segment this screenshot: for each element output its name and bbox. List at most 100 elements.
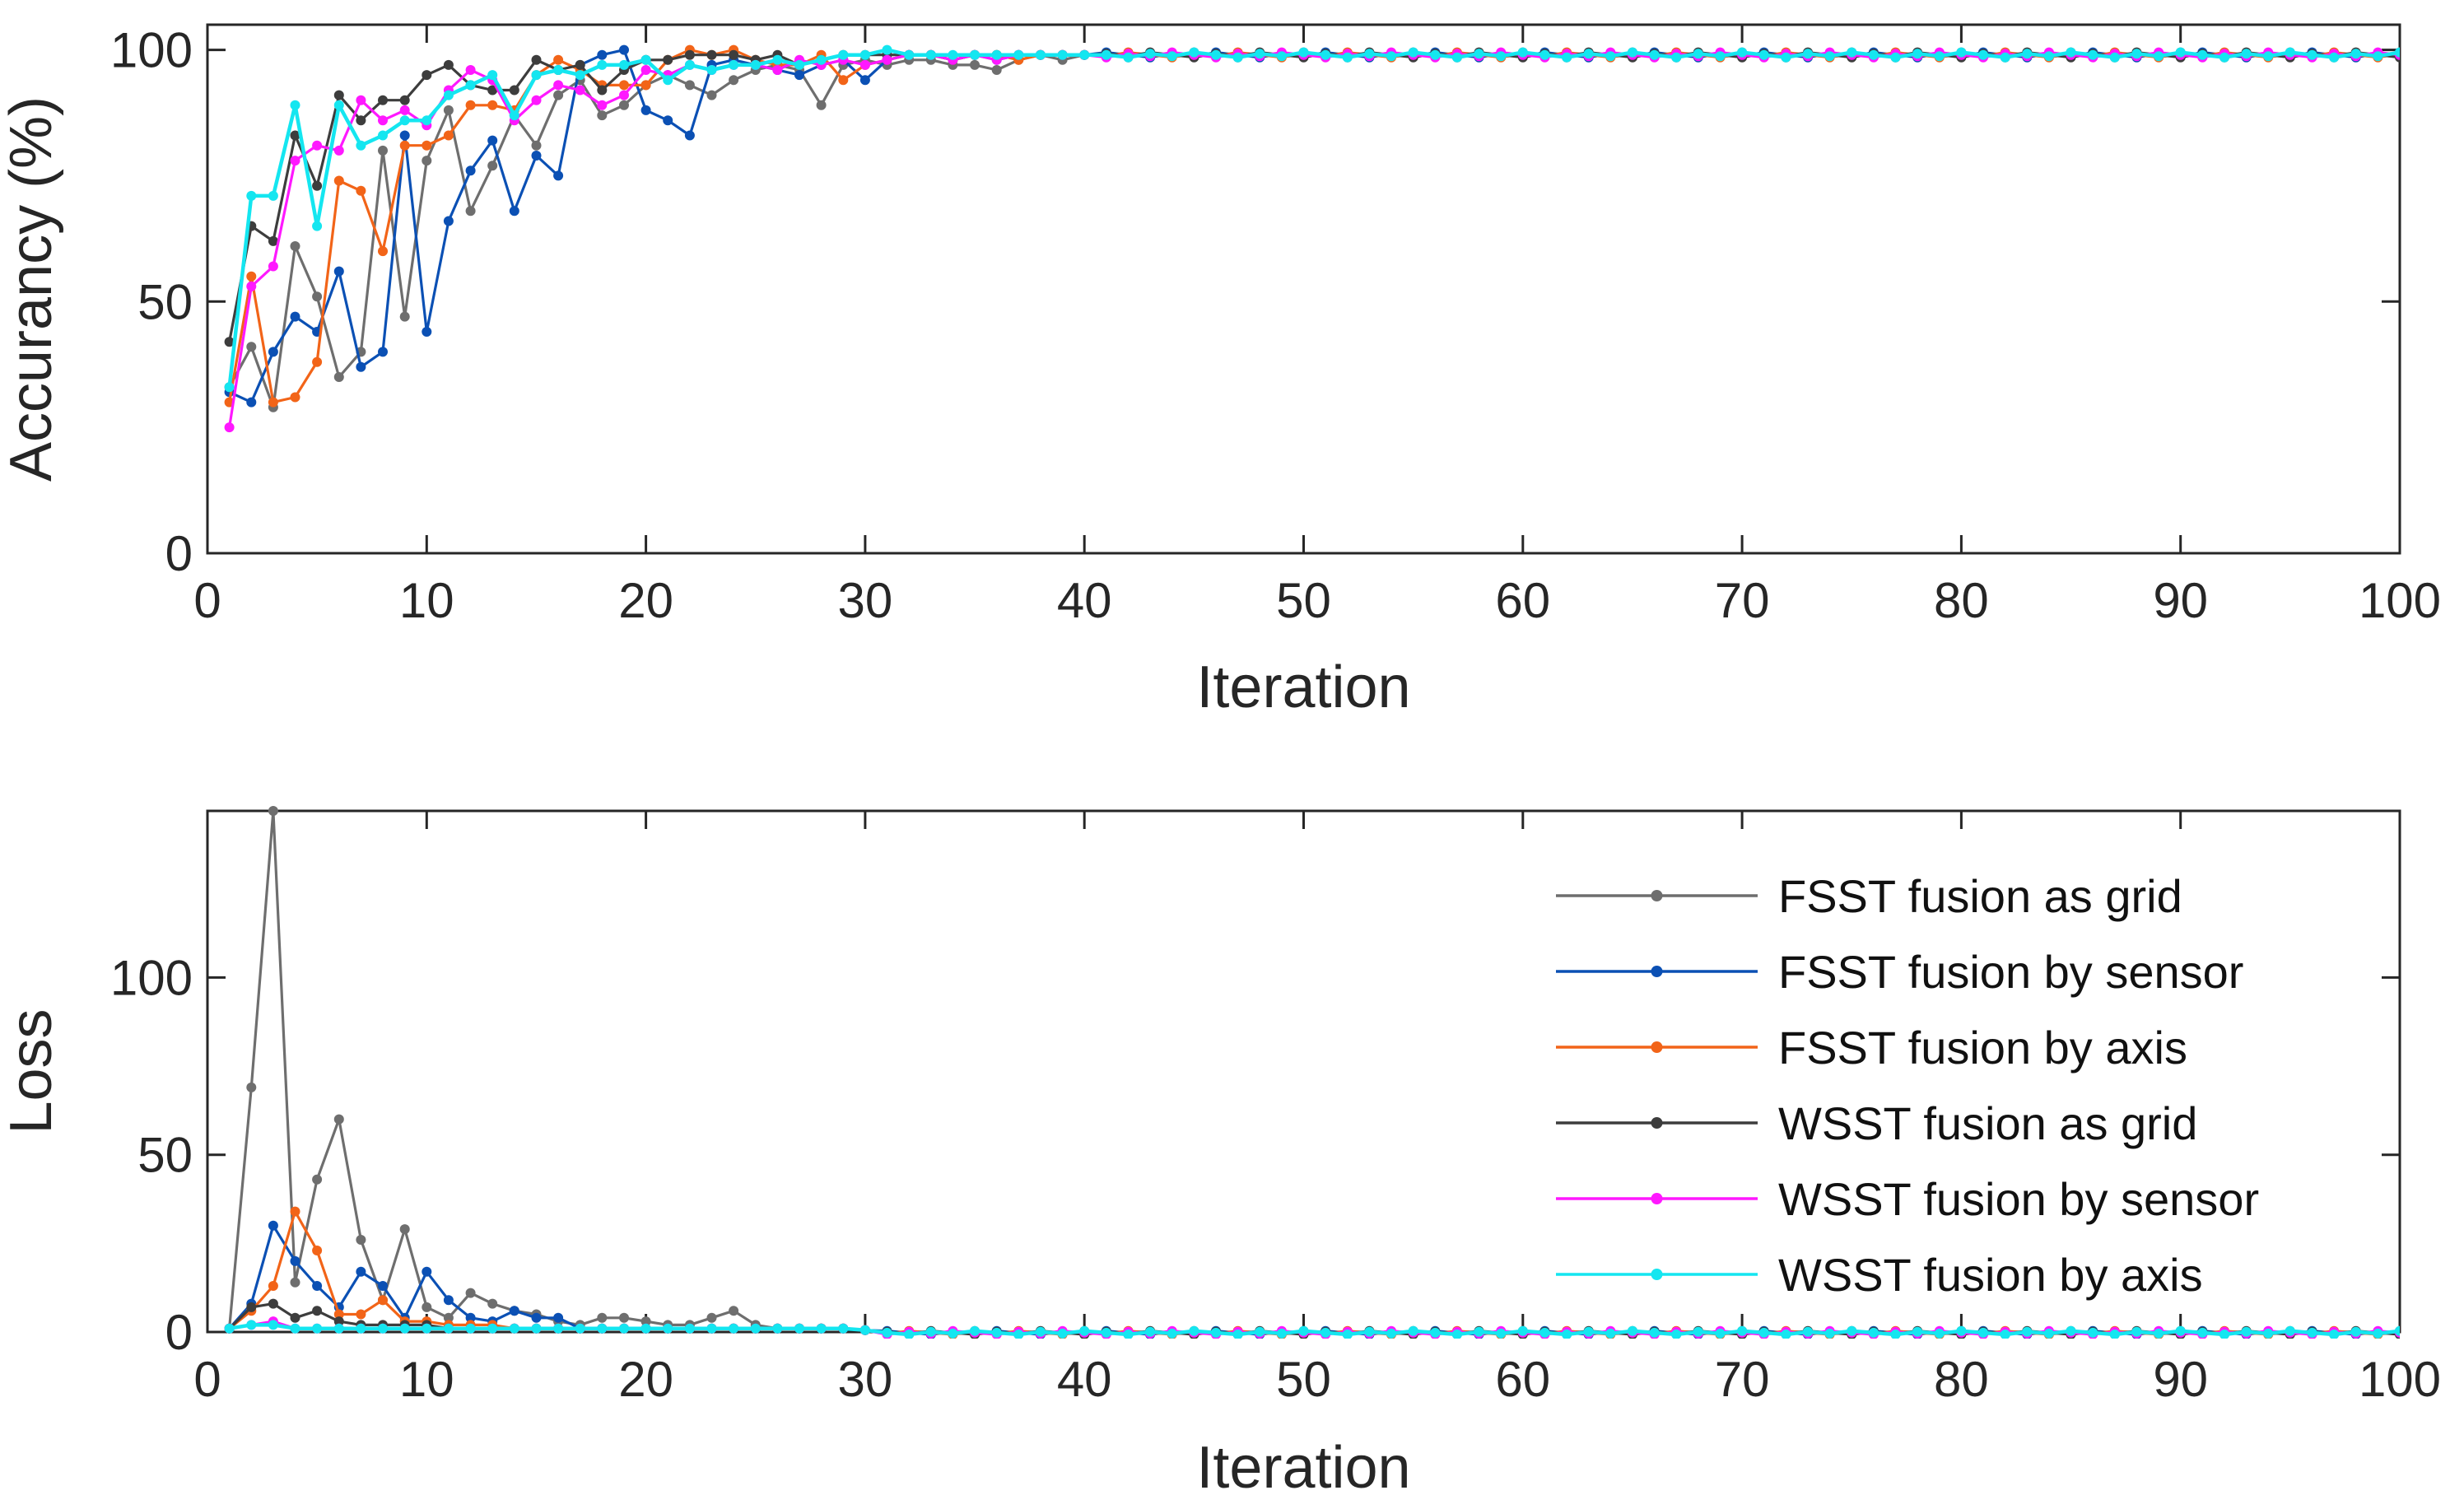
series-wsst-fusion-by-axis: [224, 1320, 2400, 1339]
data-point: [816, 1323, 827, 1334]
data-point: [1912, 49, 1923, 59]
data-point: [356, 115, 366, 126]
data-point: [246, 271, 257, 282]
data-point: [2219, 1330, 2229, 1339]
data-point: [487, 135, 498, 146]
data-point: [465, 65, 476, 75]
series-wsst-fusion-as-grid: [224, 47, 2400, 347]
data-point: [312, 356, 323, 367]
data-point: [399, 130, 410, 141]
data-point: [1408, 47, 1418, 58]
data-point: [2131, 49, 2142, 59]
data-point: [882, 54, 892, 65]
data-point: [312, 1281, 323, 1291]
data-point: [399, 311, 410, 322]
data-point: [268, 1320, 278, 1330]
y-tick-label: 100: [110, 23, 193, 78]
data-point: [1342, 1330, 1353, 1339]
data-point: [684, 130, 695, 141]
data-point: [1451, 52, 1462, 63]
data-point: [2088, 1327, 2098, 1338]
data-point: [443, 105, 454, 115]
data-point: [422, 70, 432, 81]
data-point: [663, 54, 673, 65]
data-point: [904, 1330, 915, 1339]
x-tick-label: 80: [1934, 1352, 1989, 1407]
data-point: [684, 80, 695, 91]
data-point: [2175, 47, 2186, 58]
data-point: [794, 59, 804, 70]
data-point: [509, 1323, 519, 1334]
data-point: [465, 100, 476, 110]
series-line-wsst-fusion-by-axis: [229, 1323, 2400, 1337]
data-point: [1211, 1327, 1221, 1338]
data-point: [312, 291, 323, 302]
data-point: [1408, 1325, 1418, 1336]
x-tick-label: 30: [838, 1352, 893, 1407]
data-point: [1189, 47, 1199, 58]
data-point: [772, 1323, 783, 1334]
legend-item-fsst-fusion-by-axis: FSST fusion by axis: [1556, 1022, 2187, 1074]
data-point: [575, 70, 585, 81]
data-point: [2131, 1326, 2142, 1337]
data-point: [422, 327, 432, 337]
data-point: [2197, 49, 2208, 60]
data-point: [1868, 1327, 1879, 1338]
data-point: [575, 85, 585, 95]
data-point: [2022, 1326, 2033, 1337]
data-point: [750, 59, 761, 70]
data-point: [399, 1224, 410, 1235]
data-point: [640, 1316, 651, 1327]
data-point: [553, 1312, 564, 1323]
data-point: [1232, 1330, 1243, 1339]
legend-swatch-marker: [1651, 1041, 1663, 1053]
legend-item-wsst-fusion-as-grid: WSST fusion as grid: [1556, 1097, 2197, 1149]
data-point: [333, 175, 344, 186]
data-point: [948, 49, 958, 60]
data-point: [246, 342, 257, 352]
legend-swatch-marker: [1651, 1269, 1663, 1280]
data-point: [356, 1266, 366, 1277]
series-wsst-fusion-by-sensor: [224, 47, 2400, 433]
data-point: [465, 1323, 476, 1334]
data-point: [399, 115, 410, 126]
data-point: [575, 1323, 585, 1334]
data-point: [1057, 1328, 1068, 1339]
data-point: [531, 95, 542, 105]
data-point: [2329, 1330, 2340, 1339]
data-point: [1956, 47, 1967, 58]
data-point: [531, 1312, 542, 1323]
data-point: [246, 190, 257, 201]
data-point: [1298, 47, 1309, 58]
data-point: [1847, 1325, 1857, 1336]
data-point: [487, 70, 498, 81]
data-point: [1035, 49, 1046, 60]
data-point: [838, 75, 849, 86]
data-point: [443, 1323, 454, 1334]
data-point: [619, 80, 629, 91]
data-point: [2307, 49, 2317, 60]
data-point: [1364, 49, 1375, 59]
data-point: [2263, 1328, 2274, 1339]
data-point: [553, 90, 564, 100]
data-point: [443, 1312, 454, 1323]
data-point: [1123, 1330, 1134, 1339]
data-point: [1255, 49, 1265, 59]
data-point: [356, 1309, 366, 1320]
x-tick-label: 100: [2359, 573, 2441, 628]
data-point: [816, 100, 827, 110]
x-tick-label: 60: [1495, 1352, 1550, 1407]
data-point: [925, 1326, 936, 1337]
data-point: [378, 115, 388, 126]
data-point: [509, 1306, 519, 1316]
legend-item-fsst-fusion-as-grid: FSST fusion as grid: [1556, 870, 2182, 922]
x-tick-label: 50: [1276, 573, 1331, 628]
data-point: [1189, 1325, 1199, 1336]
x-tick-label: 40: [1057, 573, 1112, 628]
data-point: [729, 75, 739, 86]
data-point: [794, 1323, 804, 1334]
data-point: [1649, 1327, 1660, 1338]
data-point: [443, 1295, 454, 1306]
data-point: [312, 140, 323, 151]
data-point: [991, 1327, 1002, 1338]
